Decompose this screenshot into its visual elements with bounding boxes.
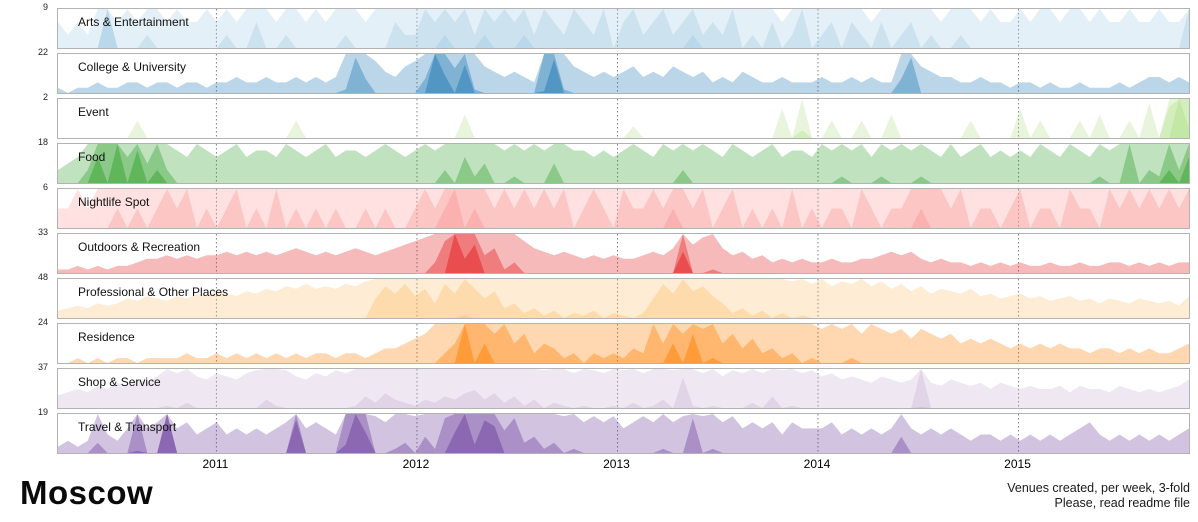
chart-caption: Venues created, per week, 3-fold Please,…	[1007, 481, 1190, 511]
x-tick-label-2014: 2014	[803, 457, 831, 471]
fold-layer-2	[58, 144, 1189, 183]
panel-outdoors-and-recreation: Outdoors & Recreation	[57, 233, 1190, 274]
max-value-label-professional-and-other-places: 48	[37, 272, 48, 282]
max-value-label-shop-and-service: 37	[37, 362, 48, 372]
fold-layer-2	[58, 54, 1189, 93]
series-area-residence	[58, 324, 1189, 363]
series-area-nightlife-spot	[58, 189, 1189, 228]
fold-layer-1	[58, 369, 1189, 408]
series-area-arts-and-entertainment	[58, 9, 1189, 48]
max-value-label-nightlife-spot: 6	[42, 182, 48, 192]
fold-layer-1	[58, 54, 1189, 93]
panel-event: Event	[57, 98, 1190, 139]
category-label-food: Food	[78, 150, 106, 164]
fold-layer-1	[58, 279, 1189, 318]
panel-residence: Residence	[57, 323, 1190, 364]
series-area-college-and-university	[58, 54, 1189, 93]
fold-layer-1	[58, 324, 1189, 363]
series-area-shop-and-service	[58, 369, 1189, 408]
max-value-label-food: 18	[37, 137, 48, 147]
series-area-event	[58, 99, 1189, 138]
x-tick-label-2013: 2013	[603, 457, 630, 471]
fold-layer-1	[58, 414, 1189, 453]
fold-layer-2	[58, 414, 1189, 453]
x-tick-label-2011: 2011	[202, 457, 229, 471]
series-area-food	[58, 144, 1189, 183]
panel-professional-and-other-places: Professional & Other Places	[57, 278, 1190, 319]
category-label-professional-and-other-places: Professional & Other Places	[78, 285, 229, 299]
category-label-travel-and-transport: Travel & Transport	[78, 420, 177, 434]
fold-layer-1	[58, 189, 1189, 228]
max-value-label-event: 2	[42, 92, 48, 102]
max-value-label-college-and-university: 22	[37, 47, 48, 57]
caption-line-1: Venues created, per week, 3-fold	[1007, 481, 1190, 495]
fold-layer-3	[58, 414, 1189, 453]
fold-layer-1	[58, 9, 1189, 48]
max-value-label-travel-and-transport: 19	[37, 407, 48, 417]
category-label-shop-and-service: Shop & Service	[78, 375, 161, 389]
fold-layer-1	[58, 234, 1189, 273]
category-label-outdoors-and-recreation: Outdoors & Recreation	[78, 240, 201, 254]
fold-layer-1	[58, 144, 1189, 183]
caption-line-2: Please, read readme file	[1054, 496, 1191, 510]
category-label-nightlife-spot: Nightlife Spot	[78, 195, 150, 209]
series-area-travel-and-transport	[58, 414, 1189, 453]
x-tick-label-2012: 2012	[402, 457, 430, 471]
fold-layer-2	[58, 9, 1189, 48]
max-value-label-arts-and-entertainment: 9	[42, 2, 48, 12]
city-title: Moscow	[20, 474, 154, 511]
panel-shop-and-service: Shop & Service	[57, 368, 1190, 409]
panel-nightlife-spot: Nightlife Spot	[57, 188, 1190, 229]
category-label-residence: Residence	[78, 330, 135, 344]
panel-arts-and-entertainment: Arts & Entertainment	[57, 8, 1190, 49]
panel-college-and-university: College & University	[57, 53, 1190, 94]
category-label-college-and-university: College & University	[78, 60, 187, 74]
fold-layer-2	[58, 189, 1189, 228]
max-value-label-outdoors-and-recreation: 33	[37, 227, 48, 237]
fold-layer-1	[58, 99, 1189, 138]
series-area-outdoors-and-recreation	[58, 234, 1189, 273]
category-label-arts-and-entertainment: Arts & Entertainment	[78, 15, 189, 29]
series-area-professional-and-other-places	[58, 279, 1189, 318]
max-value-label-residence: 24	[37, 317, 48, 327]
category-label-event: Event	[78, 105, 109, 119]
x-tick-label-2015: 2015	[1004, 457, 1031, 471]
panel-food: Food	[57, 143, 1190, 184]
panel-travel-and-transport: Travel & Transport	[57, 413, 1190, 454]
